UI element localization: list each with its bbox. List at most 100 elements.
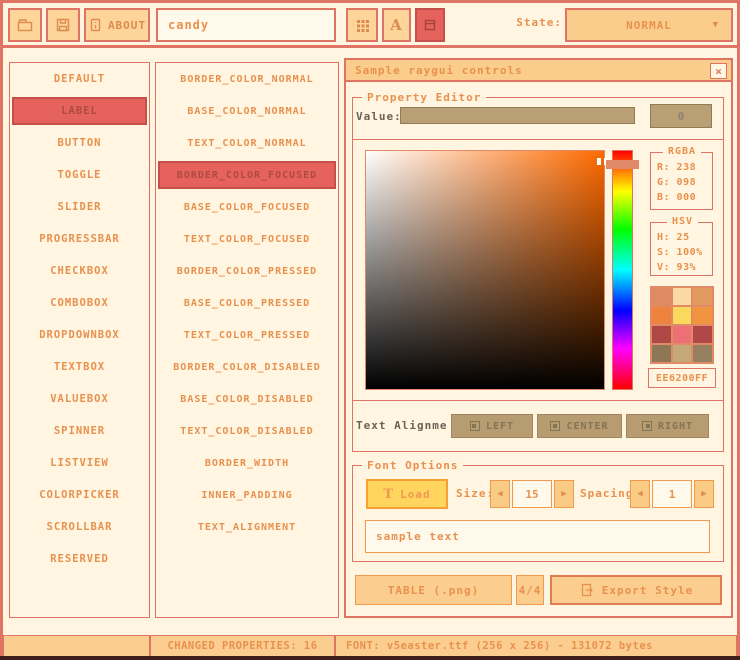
- control-panel-button[interactable]: [415, 8, 445, 42]
- font-spacing-decrease-button[interactable]: ◀: [630, 480, 650, 508]
- control-type-colorpicker[interactable]: COLORPICKER: [12, 481, 147, 509]
- style-property-base_color_focused[interactable]: BASE_COLOR_FOCUSED: [158, 193, 336, 221]
- style-name-value: candy: [168, 18, 209, 32]
- align-right-button[interactable]: RIGHT: [626, 414, 709, 438]
- color-swatch-0[interactable]: [652, 288, 671, 305]
- load-font-button[interactable]: T Load: [366, 479, 448, 509]
- font-a-icon: A: [390, 16, 403, 34]
- align-center-icon: [550, 421, 560, 431]
- style-property-border_color_disabled[interactable]: BORDER_COLOR_DISABLED: [158, 353, 336, 381]
- control-type-listview[interactable]: LISTVIEW: [12, 449, 147, 477]
- value-slider[interactable]: [400, 107, 635, 124]
- color-swatch-11[interactable]: [693, 345, 712, 362]
- style-property-inner_padding[interactable]: INNER_PADDING: [158, 481, 336, 509]
- color-swatch-5[interactable]: [693, 307, 712, 324]
- control-type-reserved[interactable]: RESERVED: [12, 545, 147, 573]
- rgba-b-value: B: 000: [657, 190, 712, 205]
- about-button[interactable]: ABOUT: [84, 8, 150, 42]
- text-t-icon: T: [383, 487, 394, 502]
- font-size-decrease-button[interactable]: ◀: [490, 480, 510, 508]
- color-swatch-9[interactable]: [652, 345, 671, 362]
- control-type-checkbox[interactable]: CHECKBOX: [12, 257, 147, 285]
- control-type-slider[interactable]: SLIDER: [12, 193, 147, 221]
- color-swatch-1[interactable]: [673, 288, 692, 305]
- control-type-valuebox[interactable]: VALUEBOX: [12, 385, 147, 413]
- align-left-label: LEFT: [486, 421, 514, 432]
- state-dropdown[interactable]: NORMAL ▼: [565, 8, 733, 42]
- hex-color-input[interactable]: EE6200FF: [648, 368, 716, 388]
- export-icon: [579, 582, 595, 598]
- font-size-label: Size:: [456, 487, 494, 500]
- close-button[interactable]: ×: [710, 63, 727, 79]
- align-center-button[interactable]: CENTER: [537, 414, 622, 438]
- control-type-scrollbar[interactable]: SCROLLBAR: [12, 513, 147, 541]
- color-swatch-7[interactable]: [673, 326, 692, 343]
- export-style-button[interactable]: Export Style: [550, 575, 722, 605]
- color-swatch-10[interactable]: [673, 345, 692, 362]
- control-type-progressbar[interactable]: PROGRESSBAR: [12, 225, 147, 253]
- hue-slider[interactable]: [612, 150, 633, 390]
- text-alignment-label: Text Alignme: [356, 419, 451, 432]
- align-left-button[interactable]: LEFT: [451, 414, 533, 438]
- font-size-text: 15: [525, 488, 538, 501]
- window-bottom-edge: [0, 656, 740, 660]
- color-swatch-8[interactable]: [693, 326, 712, 343]
- window-title: Sample raygui controls: [355, 64, 523, 77]
- style-property-text_color_focused[interactable]: TEXT_COLOR_FOCUSED: [158, 225, 336, 253]
- export-format-label: TABLE (.png): [388, 584, 479, 597]
- arrow-right-icon: ▶: [561, 489, 566, 499]
- control-type-button[interactable]: BUTTON: [12, 129, 147, 157]
- align-left-icon: [470, 421, 480, 431]
- close-icon: ×: [715, 65, 722, 78]
- font-size-value[interactable]: 15: [512, 480, 552, 508]
- control-type-label[interactable]: LABEL: [12, 97, 147, 125]
- control-type-spinner[interactable]: SPINNER: [12, 417, 147, 445]
- style-property-border_color_pressed[interactable]: BORDER_COLOR_PRESSED: [158, 257, 336, 285]
- color-swatch-4[interactable]: [673, 307, 692, 324]
- value-box[interactable]: 0: [650, 104, 712, 128]
- style-property-base_color_pressed[interactable]: BASE_COLOR_PRESSED: [158, 289, 336, 317]
- control-type-combobox[interactable]: COMBOBOX: [12, 289, 147, 317]
- style-property-text_alignment[interactable]: TEXT_ALIGNMENT: [158, 513, 336, 541]
- font-spacing-value[interactable]: 1: [652, 480, 692, 508]
- state-label: State:: [505, 16, 562, 29]
- chevron-down-icon: ▼: [713, 20, 719, 30]
- style-property-border_color_normal[interactable]: BORDER_COLOR_NORMAL: [158, 65, 336, 93]
- sample-text-input[interactable]: sample text: [365, 520, 710, 553]
- style-property-base_color_disabled[interactable]: BASE_COLOR_DISABLED: [158, 385, 336, 413]
- color-picker-cursor: [597, 158, 601, 165]
- style-property-text_color_disabled[interactable]: TEXT_COLOR_DISABLED: [158, 417, 336, 445]
- hsv-panel-title: HSV: [667, 216, 698, 227]
- style-property-text_color_normal[interactable]: TEXT_COLOR_NORMAL: [158, 129, 336, 157]
- style-property-base_color_normal[interactable]: BASE_COLOR_NORMAL: [158, 97, 336, 125]
- hue-slider-handle[interactable]: [606, 160, 639, 169]
- status-cell-empty: [3, 635, 150, 657]
- color-swatch-3[interactable]: [652, 307, 671, 324]
- font-spacing-increase-button[interactable]: ▶: [694, 480, 714, 508]
- style-property-text_color_pressed[interactable]: TEXT_COLOR_PRESSED: [158, 321, 336, 349]
- control-type-dropdownbox[interactable]: DROPDOWNBOX: [12, 321, 147, 349]
- window-titlebar[interactable]: Sample raygui controls: [346, 60, 731, 82]
- style-name-input[interactable]: candy: [156, 8, 336, 42]
- hsv-h-value: H: 25: [657, 230, 712, 245]
- control-type-textbox[interactable]: TEXTBOX: [12, 353, 147, 381]
- property-editor-title: Property Editor: [362, 91, 486, 104]
- style-color-grid: [650, 286, 714, 364]
- toolbar-divider: [0, 45, 740, 48]
- grid-mode-button[interactable]: [346, 8, 378, 42]
- style-property-border_width[interactable]: BORDER_WIDTH: [158, 449, 336, 477]
- open-file-button[interactable]: [8, 8, 42, 42]
- state-dropdown-value: NORMAL: [626, 19, 672, 32]
- font-atlas-button[interactable]: A: [382, 8, 411, 42]
- control-type-default[interactable]: DEFAULT: [12, 65, 147, 93]
- control-type-toggle[interactable]: TOGGLE: [12, 161, 147, 189]
- rgba-r-value: R: 238: [657, 160, 712, 175]
- export-format-combobox[interactable]: TABLE (.png): [355, 575, 512, 605]
- save-file-button[interactable]: [46, 8, 80, 42]
- color-swatch-2[interactable]: [693, 288, 712, 305]
- style-property-border_color_focused[interactable]: BORDER_COLOR_FOCUSED: [158, 161, 336, 189]
- color-swatch-6[interactable]: [652, 326, 671, 343]
- font-size-increase-button[interactable]: ▶: [554, 480, 574, 508]
- color-picker-area[interactable]: [365, 150, 605, 390]
- export-format-counter[interactable]: 4/4: [516, 575, 544, 605]
